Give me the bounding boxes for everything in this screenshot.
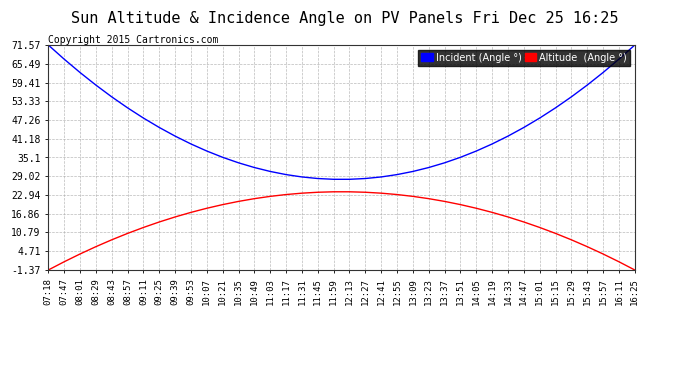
Text: Copyright 2015 Cartronics.com: Copyright 2015 Cartronics.com <box>48 35 219 45</box>
Legend: Incident (Angle °), Altitude  (Angle °): Incident (Angle °), Altitude (Angle °) <box>418 50 630 66</box>
Text: Sun Altitude & Incidence Angle on PV Panels Fri Dec 25 16:25: Sun Altitude & Incidence Angle on PV Pan… <box>71 11 619 26</box>
